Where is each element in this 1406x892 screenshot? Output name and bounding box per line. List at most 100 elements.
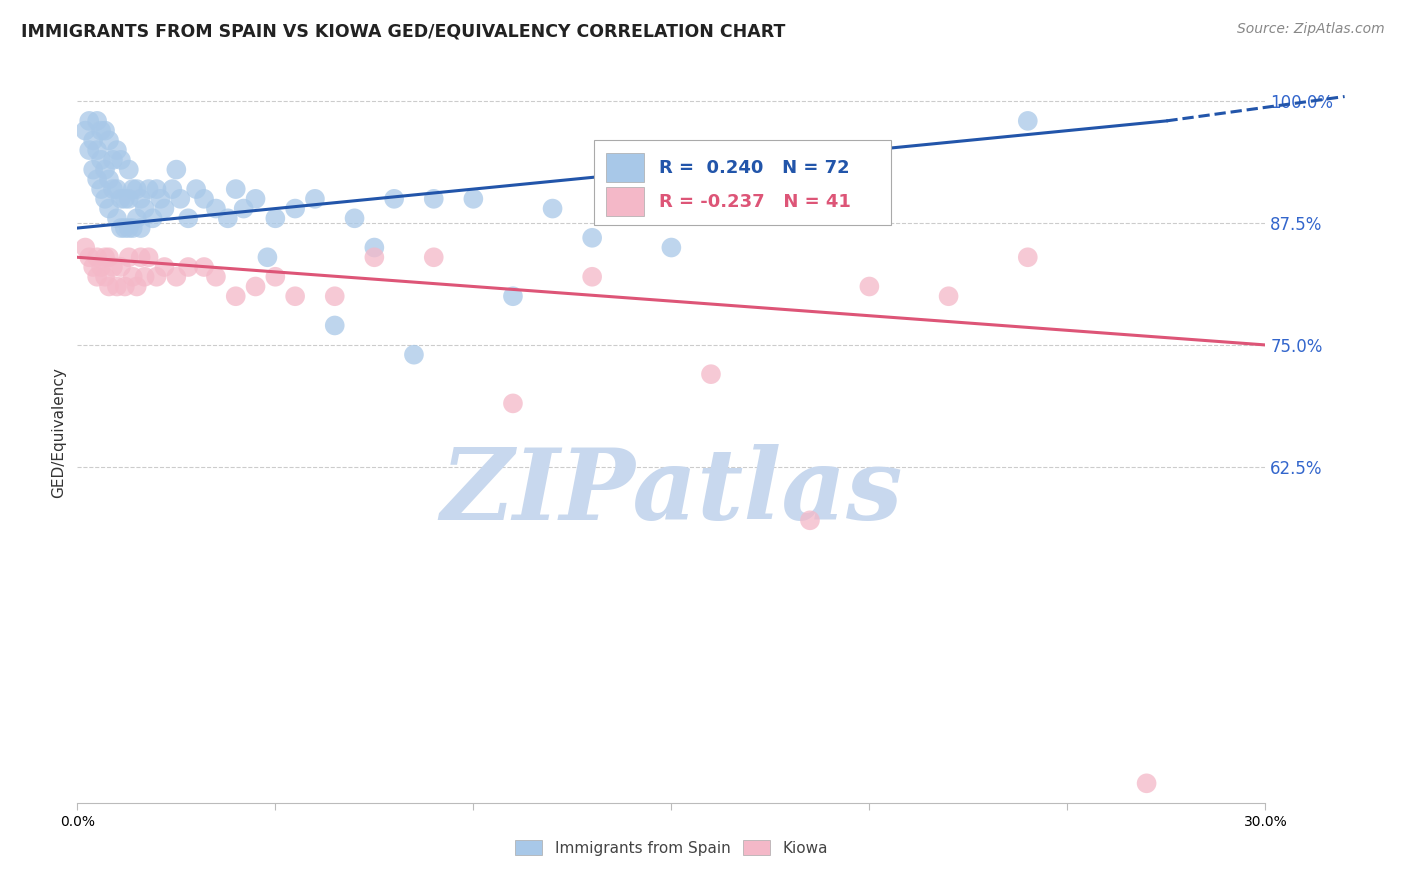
Point	[98, 202, 121, 216]
Point	[138, 250, 160, 264]
Point	[77, 114, 100, 128]
Point	[759, 192, 782, 206]
FancyBboxPatch shape	[606, 186, 644, 217]
Point	[938, 289, 960, 303]
Point	[165, 269, 187, 284]
Point	[125, 279, 148, 293]
Point	[205, 202, 228, 216]
Point	[105, 279, 128, 293]
Point	[129, 250, 152, 264]
Point	[86, 143, 108, 157]
Point	[162, 182, 184, 196]
Point	[205, 269, 228, 284]
Y-axis label: GED/Equivalency: GED/Equivalency	[51, 368, 66, 498]
Point	[323, 318, 346, 333]
Point	[581, 231, 603, 245]
Point	[101, 260, 124, 274]
Point	[86, 269, 108, 284]
Text: R = -0.237   N = 41: R = -0.237 N = 41	[659, 193, 852, 211]
Point	[363, 240, 385, 255]
Point	[142, 211, 165, 226]
Point	[75, 240, 97, 255]
Point	[323, 289, 346, 303]
Point	[121, 182, 143, 196]
Text: R =  0.240   N = 72: R = 0.240 N = 72	[659, 159, 851, 177]
Point	[101, 182, 124, 196]
Point	[90, 260, 112, 274]
Point	[232, 202, 254, 216]
Point	[94, 123, 117, 137]
Point	[245, 192, 267, 206]
Point	[90, 123, 112, 137]
Point	[101, 153, 124, 167]
Point	[1017, 250, 1039, 264]
Point	[502, 289, 524, 303]
Point	[264, 211, 287, 226]
Point	[153, 202, 176, 216]
Point	[121, 269, 143, 284]
Point	[134, 269, 156, 284]
Point	[121, 221, 143, 235]
Point	[661, 240, 683, 255]
Point	[110, 221, 132, 235]
Point	[423, 192, 446, 206]
Point	[134, 202, 156, 216]
Point	[700, 367, 723, 381]
Point	[153, 260, 176, 274]
Point	[77, 250, 100, 264]
Point	[94, 162, 117, 177]
Point	[177, 260, 200, 274]
Point	[90, 182, 112, 196]
Point	[94, 269, 117, 284]
Point	[225, 289, 247, 303]
Point	[86, 250, 108, 264]
Point	[145, 269, 167, 284]
Point	[138, 182, 160, 196]
Point	[118, 162, 141, 177]
Point	[82, 162, 104, 177]
Point	[245, 279, 267, 293]
Point	[110, 153, 132, 167]
Point	[105, 182, 128, 196]
Point	[502, 396, 524, 410]
Point	[423, 250, 446, 264]
Point	[284, 289, 307, 303]
Point	[256, 250, 278, 264]
Point	[125, 211, 148, 226]
Point	[193, 192, 215, 206]
Point	[382, 192, 405, 206]
Point	[264, 269, 287, 284]
Point	[125, 182, 148, 196]
Point	[581, 269, 603, 284]
Point	[129, 192, 152, 206]
Point	[149, 192, 172, 206]
Point	[225, 182, 247, 196]
Point	[82, 260, 104, 274]
Point	[186, 182, 208, 196]
FancyBboxPatch shape	[606, 153, 644, 182]
Point	[700, 202, 723, 216]
Point	[1017, 114, 1039, 128]
Point	[110, 192, 132, 206]
Point	[1136, 776, 1159, 790]
Text: Source: ZipAtlas.com: Source: ZipAtlas.com	[1237, 22, 1385, 37]
Point	[98, 250, 121, 264]
Point	[284, 202, 307, 216]
Point	[118, 192, 141, 206]
Point	[217, 211, 239, 226]
Point	[145, 182, 167, 196]
Point	[114, 192, 136, 206]
Point	[94, 192, 117, 206]
Legend: Immigrants from Spain, Kiowa: Immigrants from Spain, Kiowa	[509, 834, 834, 862]
Point	[193, 260, 215, 274]
Point	[402, 348, 425, 362]
Point	[105, 211, 128, 226]
Point	[463, 192, 485, 206]
Point	[98, 279, 121, 293]
Point	[90, 153, 112, 167]
Point	[94, 250, 117, 264]
Point	[98, 133, 121, 147]
Point	[98, 172, 121, 186]
Text: ZIPatlas: ZIPatlas	[440, 443, 903, 540]
Point	[169, 192, 191, 206]
